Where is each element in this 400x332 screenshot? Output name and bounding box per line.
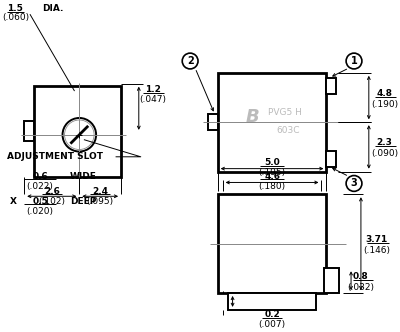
Text: ADJUSTMENT SLOT: ADJUSTMENT SLOT bbox=[8, 152, 104, 161]
Text: 1: 1 bbox=[351, 56, 357, 66]
Text: (.180): (.180) bbox=[258, 182, 286, 191]
Text: DEEP: DEEP bbox=[70, 197, 96, 206]
Text: 2.6: 2.6 bbox=[44, 187, 60, 196]
Text: X: X bbox=[10, 197, 16, 206]
Text: 4.8: 4.8 bbox=[377, 89, 393, 98]
Text: 5.0: 5.0 bbox=[264, 158, 280, 167]
Text: (.090): (.090) bbox=[371, 149, 398, 158]
Text: (.047): (.047) bbox=[139, 95, 166, 104]
Text: (.032): (.032) bbox=[348, 283, 374, 292]
Text: 603C: 603C bbox=[277, 125, 300, 135]
Text: (.102): (.102) bbox=[38, 197, 65, 206]
Text: 0.6: 0.6 bbox=[32, 172, 48, 181]
Text: B: B bbox=[246, 108, 259, 126]
Text: (.195): (.195) bbox=[258, 168, 286, 177]
Text: 0.5: 0.5 bbox=[32, 197, 48, 206]
Text: (.190): (.190) bbox=[371, 100, 398, 109]
Text: (.095): (.095) bbox=[87, 197, 114, 206]
Circle shape bbox=[64, 120, 94, 149]
Text: 2: 2 bbox=[187, 56, 194, 66]
Circle shape bbox=[182, 53, 198, 69]
Bar bbox=[228, 293, 316, 310]
Bar bbox=[208, 114, 218, 130]
Text: 1.2: 1.2 bbox=[145, 85, 160, 94]
Text: 3: 3 bbox=[351, 178, 357, 189]
Bar bbox=[24, 121, 34, 141]
Text: (.146): (.146) bbox=[363, 246, 390, 255]
Text: 4.6: 4.6 bbox=[264, 172, 280, 181]
Text: PVG5 H: PVG5 H bbox=[268, 108, 302, 117]
Text: 0.8: 0.8 bbox=[353, 272, 369, 281]
Circle shape bbox=[62, 118, 96, 151]
Text: 3.71: 3.71 bbox=[366, 235, 388, 244]
Text: 2.4: 2.4 bbox=[92, 187, 108, 196]
Text: (.022): (.022) bbox=[27, 182, 54, 191]
Text: DIA.: DIA. bbox=[42, 4, 64, 13]
Text: (.020): (.020) bbox=[26, 207, 54, 215]
Text: 2.3: 2.3 bbox=[377, 138, 392, 147]
Bar bbox=[326, 78, 336, 94]
Bar bbox=[324, 268, 339, 293]
Text: (.060): (.060) bbox=[2, 13, 29, 22]
Text: WIDE: WIDE bbox=[70, 172, 96, 181]
Text: (.007): (.007) bbox=[258, 320, 286, 329]
Circle shape bbox=[346, 53, 362, 69]
Circle shape bbox=[346, 176, 362, 191]
Bar bbox=[326, 151, 336, 167]
Bar bbox=[218, 194, 326, 293]
Bar bbox=[34, 86, 121, 177]
Bar bbox=[218, 73, 326, 172]
Text: 1.5: 1.5 bbox=[8, 4, 23, 13]
Text: 0.2: 0.2 bbox=[264, 310, 280, 319]
